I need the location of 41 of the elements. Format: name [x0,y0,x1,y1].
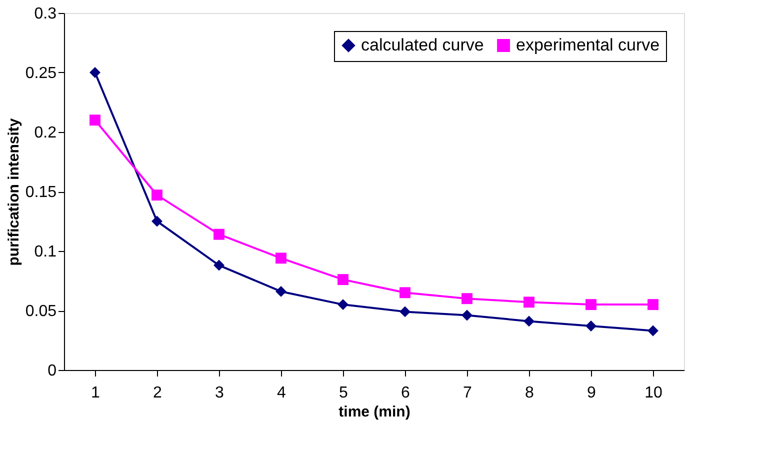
x-tick-label: 6 [401,384,410,402]
x-tick-label: 8 [525,384,534,402]
point [214,260,224,271]
point [90,67,100,78]
y-tick-label: 0.2 [34,124,57,142]
point [648,325,658,336]
point [648,299,658,310]
point [586,320,596,332]
x-axis-title: time (min) [338,404,410,420]
point [400,287,410,298]
x-tick-label: 7 [463,384,472,402]
point [462,310,472,321]
legend-label: experimental curve [516,36,660,55]
point [152,216,162,227]
x-tick-label: 5 [339,384,348,402]
point [276,252,286,264]
x-tick-label: 3 [215,384,224,402]
x-tick-label: 1 [91,384,100,402]
x-tick-label: 2 [153,384,162,402]
y-tick-label: 0.15 [25,184,57,201]
y-axis-title: purification intensity [5,118,22,266]
point [90,114,100,126]
point [586,299,596,310]
x-tick-label: 10 [644,384,662,402]
point [214,228,224,240]
y-tick-label: 0 [48,362,57,380]
point [152,190,162,201]
point [400,306,410,318]
x-tick-label: 9 [587,384,596,402]
y-tick-label: 0.3 [34,6,57,22]
y-tick-label: 0.05 [25,303,57,320]
point [276,286,286,297]
x-tick-label: 4 [277,384,286,402]
y-tick-label: 0.1 [34,244,57,260]
legend-label: calculated curve [361,36,484,55]
y-tick-label: 0.25 [25,65,57,82]
point [338,299,348,310]
point [524,296,534,308]
point [338,274,348,286]
point [524,316,534,327]
point [462,293,472,304]
